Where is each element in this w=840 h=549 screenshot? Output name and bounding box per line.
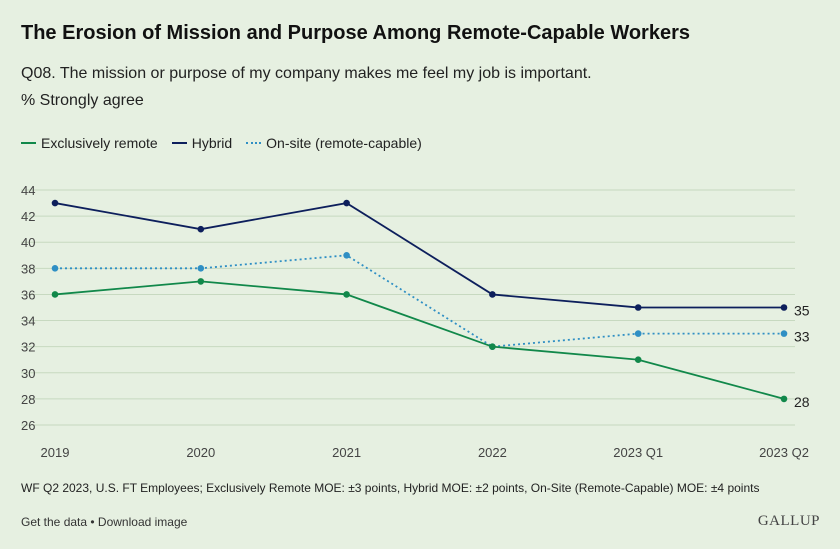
- y-tick-label: 30: [21, 366, 35, 381]
- y-tick-label: 34: [21, 314, 35, 329]
- legend-swatch-hybrid: [171, 142, 187, 144]
- y-tick-label: 44: [21, 183, 35, 198]
- x-axis-ticks: 2019 2020 2021 2022 2023 Q1 2023 Q2: [41, 445, 809, 460]
- legend-swatch-exclusively-remote: [21, 142, 36, 144]
- data-point-onsite[interactable]: [634, 330, 642, 337]
- download-image-link[interactable]: Download image: [97, 515, 188, 529]
- legend-item-hybrid[interactable]: Hybrid: [171, 135, 233, 151]
- data-point-exclusively-remote[interactable]: [489, 343, 496, 350]
- data-point-exclusively-remote[interactable]: [780, 395, 788, 403]
- line-chart: 26 28 30 32 34 36 38 40 42 44 2019 2020 2021 2022 202…: [21, 183, 810, 460]
- data-point-exclusively-remote[interactable]: [634, 356, 642, 364]
- data-point-onsite[interactable]: [343, 251, 350, 259]
- data-point-hybrid[interactable]: [343, 199, 350, 207]
- get-data-link[interactable]: Get the data: [21, 515, 88, 529]
- end-label-onsite: 33: [794, 329, 810, 345]
- legend-label-onsite: On-site (remote-capable): [266, 135, 422, 151]
- chart-measure: % Strongly agree: [21, 92, 144, 109]
- legend-swatch-onsite: [246, 142, 262, 144]
- end-label-hybrid: 35: [794, 303, 810, 319]
- chart-legend: Exclusively remote Hybrid On-site (remot…: [21, 135, 422, 151]
- data-point-exclusively-remote[interactable]: [197, 278, 205, 285]
- legend-label-exclusively-remote: Exclusively remote: [41, 135, 158, 151]
- end-label-exclusively-remote: 28: [794, 394, 810, 410]
- x-tick-label: 2021: [332, 445, 361, 460]
- data-point-onsite[interactable]: [51, 265, 59, 272]
- y-tick-label: 36: [21, 287, 35, 302]
- y-tick-label: 32: [21, 340, 35, 355]
- legend-item-exclusively-remote[interactable]: Exclusively remote: [21, 135, 158, 151]
- x-tick-label: 2023 Q2: [759, 445, 809, 460]
- series-layer: [51, 199, 788, 403]
- x-tick-label: 2023 Q1: [613, 445, 663, 460]
- y-tick-label: 28: [21, 392, 35, 407]
- x-tick-label: 2022: [478, 445, 507, 460]
- link-separator: •: [87, 515, 98, 529]
- y-tick-label: 40: [21, 235, 35, 250]
- x-tick-label: 2020: [186, 445, 215, 460]
- y-tick-label: 42: [21, 209, 35, 224]
- data-point-onsite[interactable]: [197, 265, 205, 272]
- data-point-hybrid[interactable]: [197, 225, 205, 233]
- y-tick-label: 26: [21, 418, 35, 433]
- x-tick-label: 2019: [41, 445, 70, 460]
- chart-subtitle: Q08. The mission or purpose of my compan…: [21, 65, 592, 82]
- data-point-onsite[interactable]: [780, 330, 788, 337]
- data-point-hybrid[interactable]: [489, 291, 496, 298]
- chart-title: The Erosion of Mission and Purpose Among…: [21, 22, 690, 44]
- footer-links: Get the data • Download image: [21, 515, 187, 529]
- data-point-hybrid[interactable]: [634, 304, 642, 311]
- gallup-logo: GALLUP: [757, 513, 820, 529]
- footnote: WF Q2 2023, U.S. FT Employees; Exclusive…: [21, 481, 760, 495]
- data-point-exclusively-remote[interactable]: [343, 291, 350, 298]
- series-line-hybrid: [54, 202, 784, 309]
- end-labels: 33 28 35: [794, 303, 810, 410]
- data-point-hybrid[interactable]: [780, 304, 788, 311]
- series-line-onsite: [55, 254, 784, 348]
- y-tick-label: 38: [21, 261, 35, 276]
- legend-item-onsite[interactable]: On-site (remote-capable): [246, 135, 422, 151]
- legend-label-hybrid: Hybrid: [191, 135, 233, 151]
- series-line-exclusively-remote: [54, 280, 785, 400]
- data-point-hybrid[interactable]: [51, 199, 59, 207]
- y-axis-ticks: 26 28 30 32 34 36 38 40 42 44: [21, 183, 35, 433]
- data-point-exclusively-remote[interactable]: [51, 291, 59, 298]
